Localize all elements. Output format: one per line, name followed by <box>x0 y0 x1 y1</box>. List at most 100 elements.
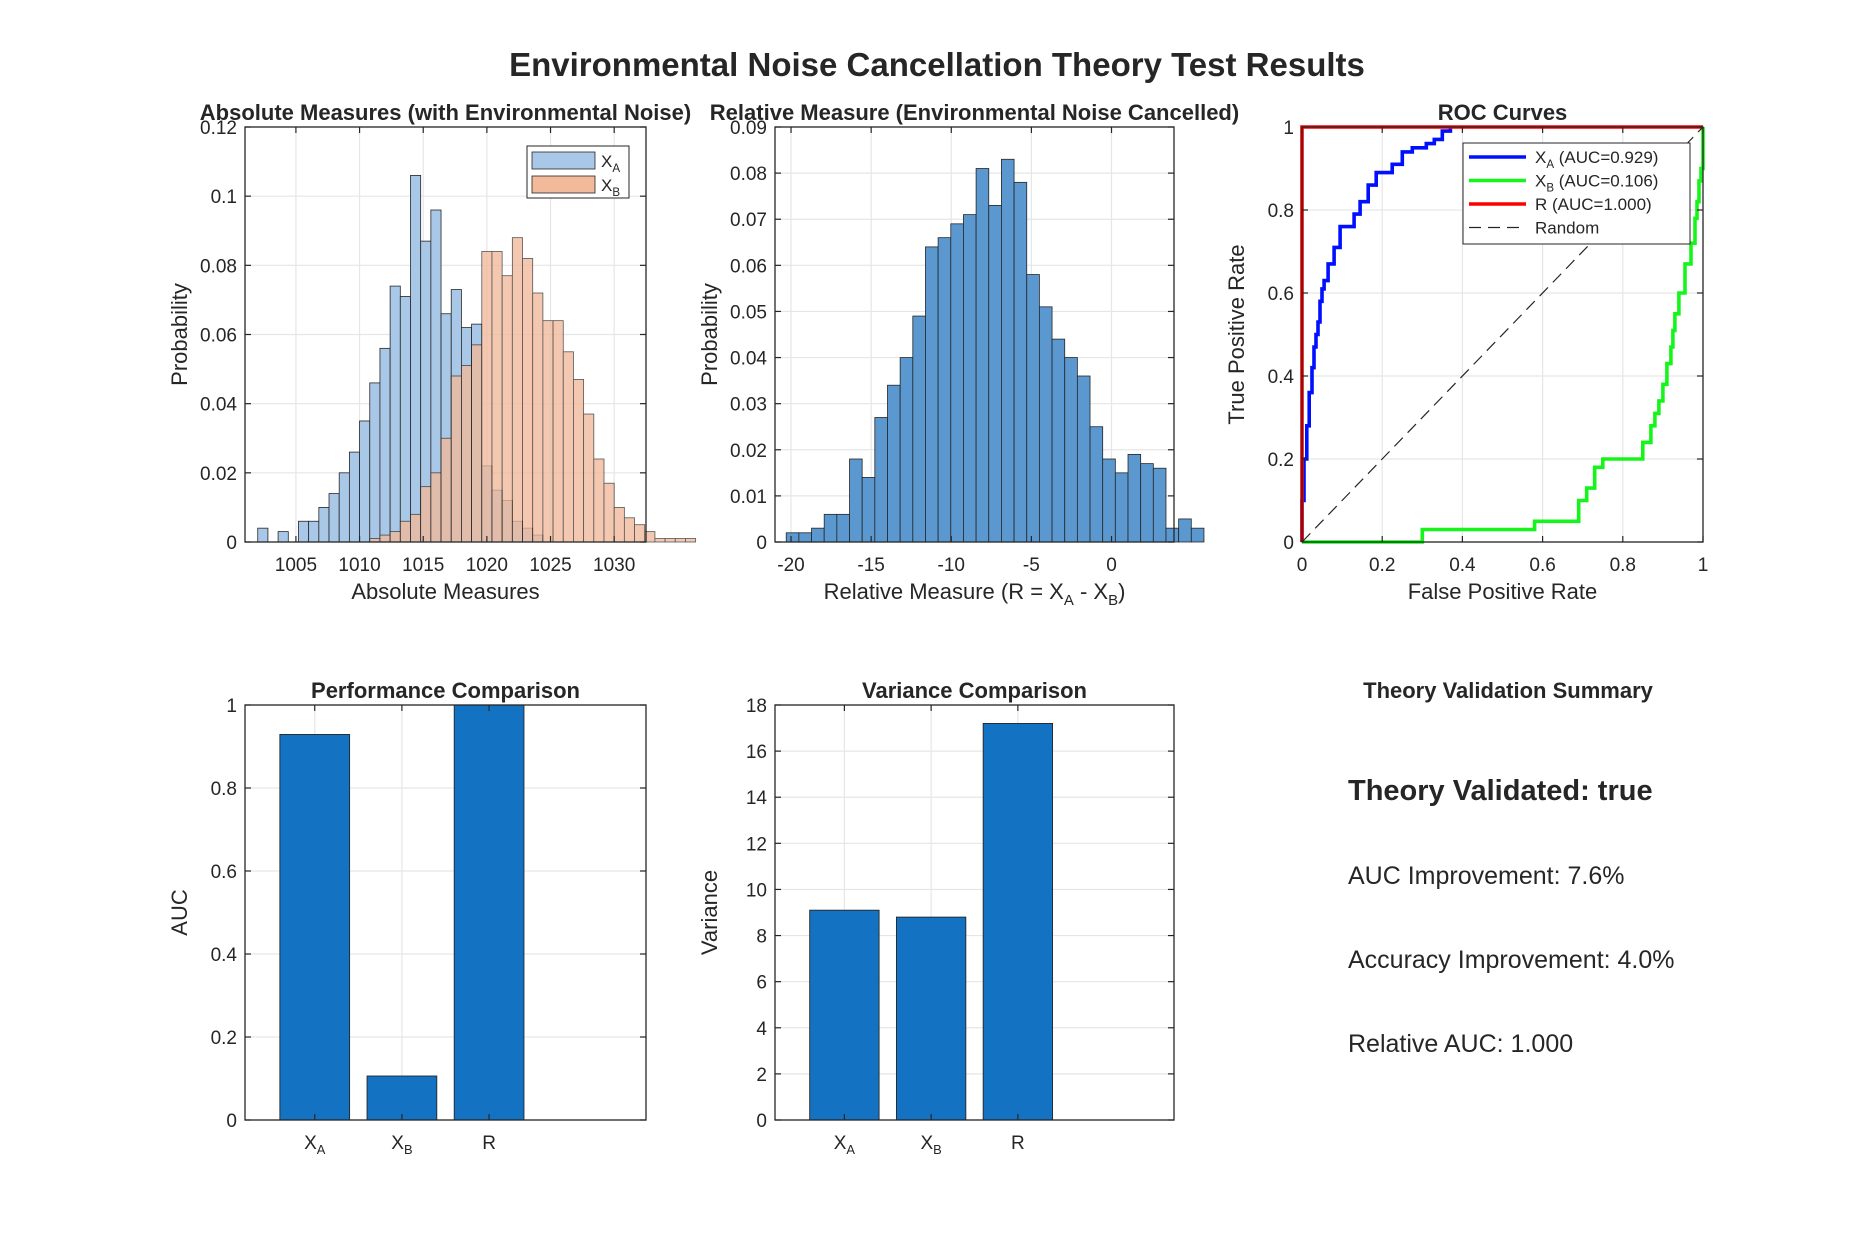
y-tick-label: 0.04 <box>200 395 237 416</box>
histogram-bar <box>430 472 442 543</box>
histogram-bar <box>925 246 939 543</box>
y-tick-label: 0.09 <box>730 118 767 139</box>
y-tick-label: 0.03 <box>730 395 767 416</box>
axes-title: Relative Measure (Environmental Noise Ca… <box>710 100 1239 125</box>
y-tick-label: 2 <box>756 1065 767 1086</box>
y-axis-label: Probability <box>167 283 192 386</box>
legend-swatch <box>531 175 596 194</box>
histogram-bar <box>552 320 564 543</box>
y-tick-label: 0.05 <box>730 302 767 323</box>
summary-title: Theory Validation Summary <box>1363 678 1654 703</box>
y-tick-label: 0.07 <box>730 210 767 231</box>
histogram-bar <box>1051 338 1066 543</box>
histogram-bar <box>963 214 977 543</box>
axes-title: Variance Comparison <box>862 678 1087 703</box>
y-tick-label: 0.04 <box>730 349 767 370</box>
y-tick-label: 0.01 <box>730 487 767 508</box>
histogram-bar <box>1140 463 1154 543</box>
x-axis-label: Absolute Measures <box>351 579 539 604</box>
summary-relative-auc: Relative AUC: 1.000 <box>1348 1030 1573 1058</box>
y-tick-label: 0.8 <box>1268 201 1294 222</box>
axes-frame <box>774 704 1175 1121</box>
histogram-bar <box>420 486 432 543</box>
histogram-bar <box>654 538 666 543</box>
absolute-measures-histogram: 0 0.02 0.04 0.06 0.08 0.1 0.12 1005 1010 1015 1020… <box>167 100 697 604</box>
histogram-bar <box>532 292 544 543</box>
figure-title: Environmental Noise Cancellation Theory … <box>509 46 1365 83</box>
y-tick-label: 0.6 <box>1268 284 1294 305</box>
legend-box <box>1462 142 1691 245</box>
y-tick-label: 0.2 <box>1268 450 1294 471</box>
y-tick-label: 14 <box>746 788 768 809</box>
y-tick-label: 0.1 <box>211 187 237 208</box>
theory-validation-summary: Theory Validation Summary Theory Validat… <box>1348 678 1675 1058</box>
legend-label: XA (AUC=0.929) <box>1535 148 1658 171</box>
histogram-bar <box>785 532 800 543</box>
x-tick-label: 1010 <box>338 555 380 576</box>
histogram-bar <box>634 524 646 543</box>
series-x-b <box>369 237 697 543</box>
y-tick-label: 1 <box>226 696 237 717</box>
histogram-bar <box>1127 453 1142 543</box>
y-tick-label: 0.06 <box>730 256 767 277</box>
y-tick-label: 0.4 <box>211 945 238 966</box>
histogram-bar <box>399 520 411 543</box>
x-tick-label: 0.8 <box>1610 555 1636 576</box>
y-tick-label: 0 <box>1283 533 1294 554</box>
x-axis-label: Relative Measure (R = XA - XB) <box>824 579 1126 609</box>
bar <box>366 1075 438 1121</box>
legend-label: XB (AUC=0.106) <box>1535 172 1658 195</box>
legend-swatch <box>531 151 596 170</box>
roc-curves-chart: 0 0.2 0.4 0.6 0.8 1 0 0.2 0.4 0.6 0.8 1 ROC Curves Fa… <box>1224 100 1708 604</box>
histogram-bar <box>1165 527 1180 543</box>
x-tick-label: -15 <box>857 555 884 576</box>
x-tick-label: 1015 <box>402 555 444 576</box>
x-tick-label: XA <box>834 1133 856 1157</box>
histogram-bar <box>1001 158 1015 543</box>
summary-validated: Theory Validated: true <box>1348 775 1653 807</box>
histogram-bar <box>573 379 585 543</box>
axes-frame <box>1301 126 1704 543</box>
histogram-bar <box>1190 527 1205 543</box>
histogram-bar <box>887 384 901 543</box>
axes-frame <box>244 704 647 1121</box>
x-tick-label: -5 <box>1023 555 1040 576</box>
histogram-bar <box>308 520 320 543</box>
histogram-bar <box>440 437 452 543</box>
histogram-bar <box>542 320 554 543</box>
histogram-bar <box>899 357 914 543</box>
summary-accuracy-improvement: Accuracy Improvement: 4.0% <box>1348 946 1675 974</box>
histogram-bar <box>257 527 269 543</box>
y-tick-label: 0.12 <box>200 118 237 139</box>
y-tick-label: 16 <box>746 742 767 763</box>
histogram-bar <box>1038 306 1053 543</box>
histogram-bar <box>1178 518 1192 543</box>
histogram-bar <box>562 351 574 543</box>
relative-measure-histogram: 0 0.01 0.02 0.03 0.04 0.05 0.06 0.07 0.08 0.09 -20… <box>697 100 1239 609</box>
histogram-bar <box>798 532 812 543</box>
y-tick-label: 8 <box>756 927 767 948</box>
histogram-bar <box>410 175 422 543</box>
histogram-bar <box>1102 458 1116 543</box>
axes-title: Performance Comparison <box>311 678 580 703</box>
x-tick-label: 0.6 <box>1529 555 1555 576</box>
histogram-bar <box>359 420 371 543</box>
histogram-bar <box>399 296 411 543</box>
histogram-bar <box>338 472 350 543</box>
legend-label: Random <box>1535 219 1599 238</box>
x-tick-label: XA <box>304 1133 326 1157</box>
histogram-bar <box>1076 375 1091 543</box>
bar <box>895 916 967 1121</box>
histogram-bar <box>975 168 990 543</box>
histogram-bar <box>461 365 472 543</box>
x-tick-label: -20 <box>777 555 804 576</box>
x-tick-label: 1030 <box>593 555 635 576</box>
histogram-bar <box>379 347 391 543</box>
y-axis-label: Probability <box>697 283 722 386</box>
histogram-bar <box>603 482 615 543</box>
roc-curve-xb <box>1302 127 1705 544</box>
x-tick-label: 1 <box>1698 555 1709 576</box>
axes-title: ROC Curves <box>1438 100 1568 125</box>
y-tick-label: 0.4 <box>1268 367 1295 388</box>
